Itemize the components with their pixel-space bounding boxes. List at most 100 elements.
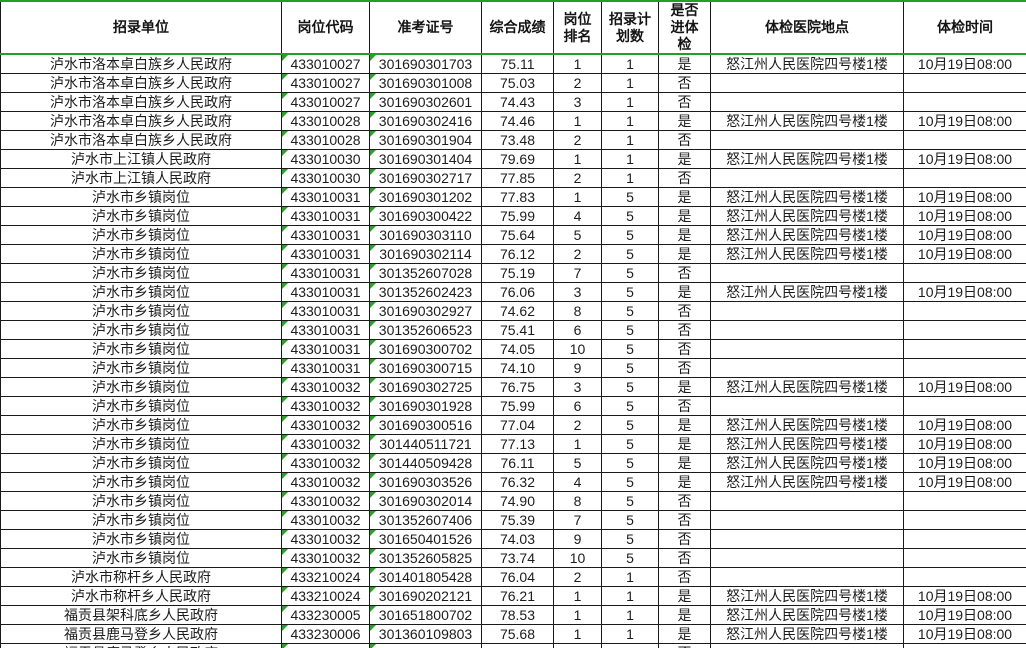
cell-medical[interactable]: 是 [658, 53, 711, 74]
cell-medical[interactable]: 否 [658, 358, 711, 378]
cell-time[interactable] [903, 396, 1026, 416]
cell-ticket[interactable]: 301440509428 [369, 453, 482, 473]
cell-ticket[interactable]: 301690302416 [369, 111, 482, 131]
cell-hospital[interactable] [710, 339, 904, 359]
cell-code[interactable]: 433010031 [281, 339, 370, 359]
cell-hospital[interactable] [710, 73, 904, 93]
cell-rank[interactable]: 9 [553, 358, 602, 378]
cell-hospital[interactable] [710, 320, 904, 340]
column-header-code[interactable]: 岗位代码 [281, 0, 370, 55]
cell-time[interactable] [903, 510, 1026, 530]
cell-medical[interactable]: 是 [658, 586, 711, 606]
cell-score[interactable]: 77.83 [481, 187, 554, 207]
cell-score[interactable]: 75.64 [481, 225, 554, 245]
cell-rank[interactable]: 2 [553, 73, 602, 93]
cell-rank[interactable]: 2 [553, 168, 602, 188]
cell-score[interactable]: 77.04 [481, 415, 554, 435]
cell-hospital[interactable] [710, 643, 904, 648]
cell-unit[interactable]: 泸水市乡镇岗位 [0, 339, 282, 359]
column-header-unit[interactable]: 招录单位 [0, 0, 282, 55]
cell-hospital[interactable]: 怒江州人民医院四号楼1楼 [710, 282, 904, 302]
cell-time[interactable]: 10月19日08:00 [903, 111, 1026, 131]
cell-time[interactable] [903, 130, 1026, 150]
cell-score[interactable]: 75.68 [481, 624, 554, 644]
cell-unit[interactable]: 泸水市乡镇岗位 [0, 206, 282, 226]
cell-medical[interactable]: 否 [658, 510, 711, 530]
cell-hospital[interactable]: 怒江州人民医院四号楼1楼 [710, 244, 904, 264]
cell-medical[interactable]: 否 [658, 548, 711, 568]
cell-medical[interactable]: 是 [658, 282, 711, 302]
cell-hospital[interactable] [710, 301, 904, 321]
cell-plan[interactable]: 5 [601, 263, 659, 283]
cell-unit[interactable]: 泸水市乡镇岗位 [0, 491, 282, 511]
cell-plan[interactable]: 5 [601, 548, 659, 568]
cell-score[interactable]: 76.12 [481, 244, 554, 264]
cell-medical[interactable]: 否 [658, 396, 711, 416]
cell-time[interactable] [903, 548, 1026, 568]
cell-medical[interactable]: 否 [658, 168, 711, 188]
cell-unit[interactable]: 泸水市乡镇岗位 [0, 396, 282, 416]
cell-score[interactable]: 75.39 [481, 510, 554, 530]
cell-unit[interactable]: 泸水市乡镇岗位 [0, 187, 282, 207]
cell-code[interactable]: 433010032 [281, 434, 370, 454]
cell-code[interactable]: 433230006 [281, 643, 370, 648]
cell-time[interactable] [903, 301, 1026, 321]
cell-plan[interactable]: 5 [601, 339, 659, 359]
cell-ticket[interactable]: 301690302601 [369, 92, 482, 112]
cell-time[interactable] [903, 643, 1026, 648]
cell-time[interactable] [903, 358, 1026, 378]
cell-plan[interactable]: 5 [601, 377, 659, 397]
cell-score[interactable]: 75.03 [481, 73, 554, 93]
cell-hospital[interactable]: 怒江州人民医院四号楼1楼 [710, 453, 904, 473]
cell-medical[interactable]: 是 [658, 472, 711, 492]
cell-code[interactable]: 433230006 [281, 624, 370, 644]
cell-code[interactable]: 433010030 [281, 168, 370, 188]
cell-medical[interactable]: 是 [658, 187, 711, 207]
cell-medical[interactable]: 否 [658, 130, 711, 150]
cell-ticket[interactable]: 301690302725 [369, 377, 482, 397]
cell-rank[interactable]: 2 [553, 415, 602, 435]
cell-code[interactable]: 433010032 [281, 548, 370, 568]
cell-medical[interactable]: 否 [658, 567, 711, 587]
cell-code[interactable]: 433010032 [281, 453, 370, 473]
cell-rank[interactable]: 6 [553, 396, 602, 416]
cell-code[interactable]: 433010031 [281, 206, 370, 226]
cell-medical[interactable]: 否 [658, 73, 711, 93]
cell-ticket[interactable]: 301352606523 [369, 320, 482, 340]
cell-hospital[interactable]: 怒江州人民医院四号楼1楼 [710, 377, 904, 397]
cell-hospital[interactable] [710, 92, 904, 112]
cell-rank[interactable]: 5 [553, 453, 602, 473]
cell-medical[interactable]: 否 [658, 320, 711, 340]
cell-plan[interactable]: 5 [601, 187, 659, 207]
cell-rank[interactable]: 1 [553, 434, 602, 454]
cell-time[interactable] [903, 491, 1026, 511]
cell-plan[interactable]: 1 [601, 605, 659, 625]
cell-score[interactable]: 76.11 [481, 453, 554, 473]
cell-ticket[interactable]: 301690300702 [369, 339, 482, 359]
cell-time[interactable]: 10月19日08:00 [903, 244, 1026, 264]
cell-hospital[interactable]: 怒江州人民医院四号楼1楼 [710, 586, 904, 606]
cell-time[interactable]: 10月19日08:00 [903, 434, 1026, 454]
cell-rank[interactable]: 2 [553, 567, 602, 587]
cell-rank[interactable]: 1 [553, 187, 602, 207]
cell-plan[interactable]: 1 [601, 586, 659, 606]
cell-time[interactable]: 10月19日08:00 [903, 187, 1026, 207]
cell-score[interactable]: 77.13 [481, 434, 554, 454]
cell-ticket[interactable]: 301352607028 [369, 263, 482, 283]
cell-time[interactable]: 10月19日08:00 [903, 53, 1026, 74]
cell-time[interactable] [903, 168, 1026, 188]
cell-ticket[interactable]: 301690202121 [369, 586, 482, 606]
cell-unit[interactable]: 泸水市乡镇岗位 [0, 529, 282, 549]
cell-rank[interactable]: 4 [553, 472, 602, 492]
cell-rank[interactable]: 5 [553, 225, 602, 245]
cell-rank[interactable]: 1 [553, 111, 602, 131]
cell-medical[interactable]: 否 [658, 529, 711, 549]
cell-time[interactable]: 10月19日08:00 [903, 225, 1026, 245]
cell-unit[interactable]: 福贡县鹿马登乡人民政府 [0, 643, 282, 648]
cell-code[interactable]: 433010032 [281, 472, 370, 492]
cell-score[interactable]: 75.99 [481, 396, 554, 416]
cell-ticket[interactable]: 301690300715 [369, 358, 482, 378]
cell-medical[interactable]: 否 [658, 643, 711, 648]
cell-medical[interactable]: 是 [658, 244, 711, 264]
cell-code[interactable]: 433010027 [281, 73, 370, 93]
